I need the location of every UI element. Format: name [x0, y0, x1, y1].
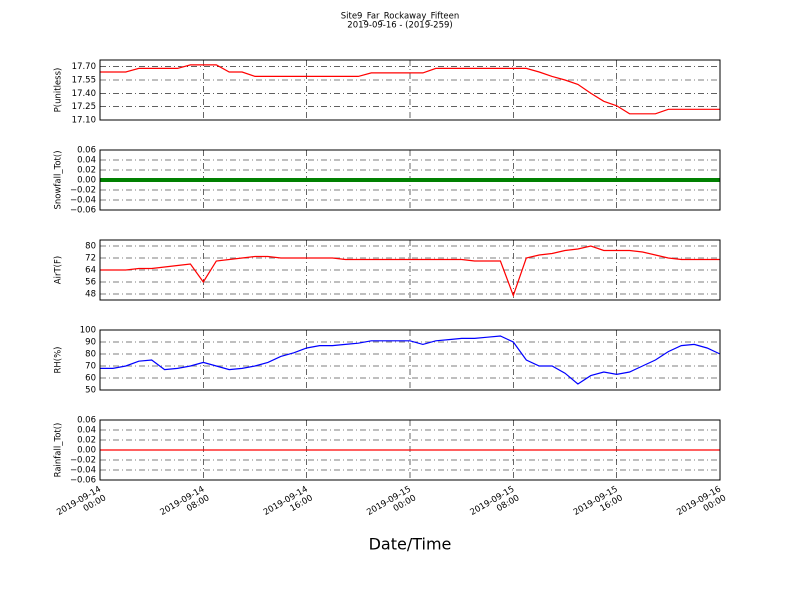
axes-frame [99, 329, 721, 391]
y-tick-label: 100 [80, 326, 96, 336]
x-tick-label: 2019-09-1516:00 [572, 484, 625, 526]
x-tick-label: 2019-09-1400:00 [55, 484, 108, 526]
y-tick-label: 90 [85, 338, 96, 348]
y-tick-label: −0.04 [70, 466, 96, 476]
x-tick-label: 2019-09-1600:00 [675, 484, 728, 526]
y-tick-label: 0.00 [77, 446, 96, 456]
y-tick-label: 17.55 [72, 76, 96, 86]
x-tick-label: 2019-09-1500:00 [365, 484, 418, 526]
y-tick-label: −0.06 [70, 476, 96, 486]
axes-frame [99, 239, 721, 301]
y-tick-label: −0.02 [70, 186, 96, 196]
y-tick-label: −0.04 [70, 196, 96, 206]
y-tick-label: 64 [85, 266, 96, 276]
x-tick-label: 2019-09-1416:00 [262, 484, 315, 526]
y-axis-label: Rainfall_Tot() [54, 423, 64, 478]
y-axis-label: RH(%) [54, 346, 64, 373]
y-tick-label: 80 [85, 350, 96, 360]
y-tick-label: 0.02 [77, 436, 96, 446]
y-tick-label: 17.40 [72, 89, 96, 99]
y-axis-label: P(unitless) [54, 68, 64, 113]
x-tick-label: 2019-09-1508:00 [468, 484, 521, 526]
y-tick-label: 70 [85, 362, 96, 372]
data-line [100, 245, 720, 298]
y-tick-label: 0.06 [77, 146, 96, 156]
y-tick-label: −0.06 [70, 206, 96, 216]
y-axis-label: Snowfall_Tot() [54, 150, 64, 209]
y-tick-label: 80 [85, 242, 96, 252]
axes-frame [99, 59, 721, 121]
y-tick-label: 0.02 [77, 166, 96, 176]
data-line [100, 335, 721, 385]
y-tick-label: 0.06 [77, 416, 96, 426]
chart-title: Site9_Far_Rockaway_Fifteen [341, 12, 460, 22]
axes-frame [99, 149, 721, 211]
y-tick-label: 17.70 [72, 62, 96, 72]
y-tick-label: 60 [85, 374, 96, 384]
x-tick-label: 2019-09-1408:00 [158, 484, 211, 526]
chart-subtitle: 2019-09-16 - (2019-259) [347, 21, 452, 31]
y-tick-label: 48 [85, 290, 96, 300]
y-tick-label: 0.04 [77, 156, 96, 166]
y-axis-label: AirT(F) [54, 256, 64, 284]
x-axis-label: Date/Time [369, 535, 452, 554]
data-line [100, 64, 720, 115]
y-tick-label: 17.25 [72, 102, 96, 112]
y-tick-label: 50 [85, 386, 96, 396]
y-tick-label: 0.00 [77, 176, 96, 186]
axes-frame [99, 419, 721, 481]
y-tick-label: 72 [85, 254, 96, 264]
y-tick-label: 0.04 [77, 426, 96, 436]
y-tick-label: 17.10 [72, 116, 96, 126]
y-tick-label: 56 [85, 278, 96, 288]
y-tick-label: −0.02 [70, 456, 96, 466]
